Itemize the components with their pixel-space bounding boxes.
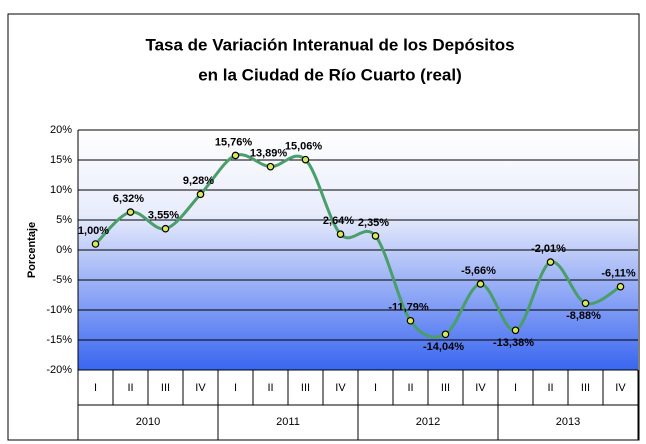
data-point [126,208,135,216]
data-point [161,224,170,233]
y-tick-label: 15% [50,154,72,166]
data-point [546,258,555,266]
y-tick-label: 0% [56,244,72,256]
data-label: 2,35% [358,217,389,229]
x-tick-label: I [234,382,237,394]
x-tick-label: III [161,382,170,394]
data-label: 15,06% [285,141,323,153]
data-label: 2,64% [323,215,354,227]
data-point [406,316,415,325]
data-point [476,280,485,288]
y-tick-label: -15% [46,334,72,346]
chart-title: Tasa de Variación Interanual de los Depó… [145,35,514,54]
x-tick-label: II [127,382,133,394]
chart-title: en la Ciudad de Río Cuarto (real) [198,65,462,84]
y-tick-label: 20% [50,124,72,136]
data-point [511,326,520,335]
data-point [196,190,205,199]
year-label: 2013 [556,416,580,428]
x-tick-label: IV [335,382,346,394]
data-label: -6,11% [601,268,635,280]
year-label: 2010 [136,416,160,428]
y-tick-label: -10% [46,304,72,316]
data-point [231,151,240,160]
y-tick-label: 5% [56,214,72,226]
data-line [94,153,622,339]
data-point [91,240,100,248]
data-point [441,330,450,339]
data-point [371,232,380,240]
x-tick-label: III [581,382,590,394]
x-tick-label: I [374,382,377,394]
data-point [301,155,310,164]
data-label: 13,89% [250,148,288,160]
x-tick-label: III [301,382,310,394]
x-tick-label: IV [195,382,206,394]
data-label: 1,00% [78,225,109,237]
data-point [266,162,275,171]
data-label: 6,32% [113,193,144,205]
data-label: 15,76% [215,136,253,148]
x-tick-label: IV [615,382,626,394]
data-label: -14,04% [423,341,464,353]
data-label: -13,38% [493,337,534,349]
data-point [581,299,590,308]
x-tick-label: II [407,382,413,394]
data-label: -11,79% [388,302,429,314]
x-tick-label: I [514,382,517,394]
y-tick-label: -20% [46,364,72,376]
data-label: 9,28% [183,175,214,187]
y-tick-label: 10% [50,184,72,196]
x-tick-label: III [441,382,450,394]
year-label: 2011 [276,416,300,428]
year-label: 2012 [416,416,440,428]
y-axis-label: Porcentaje [26,222,38,278]
x-tick-label: IV [475,382,486,394]
data-label: 3,55% [148,210,179,222]
x-tick-label: II [547,382,553,394]
x-tick-label: I [94,382,97,394]
data-label: -5,66% [461,265,496,277]
data-label: -2,01% [531,243,566,255]
data-point [616,282,625,291]
data-label: -8,88% [566,310,601,322]
data-point [336,230,345,238]
x-tick-label: II [267,382,273,394]
y-tick-label: -5% [52,274,72,286]
